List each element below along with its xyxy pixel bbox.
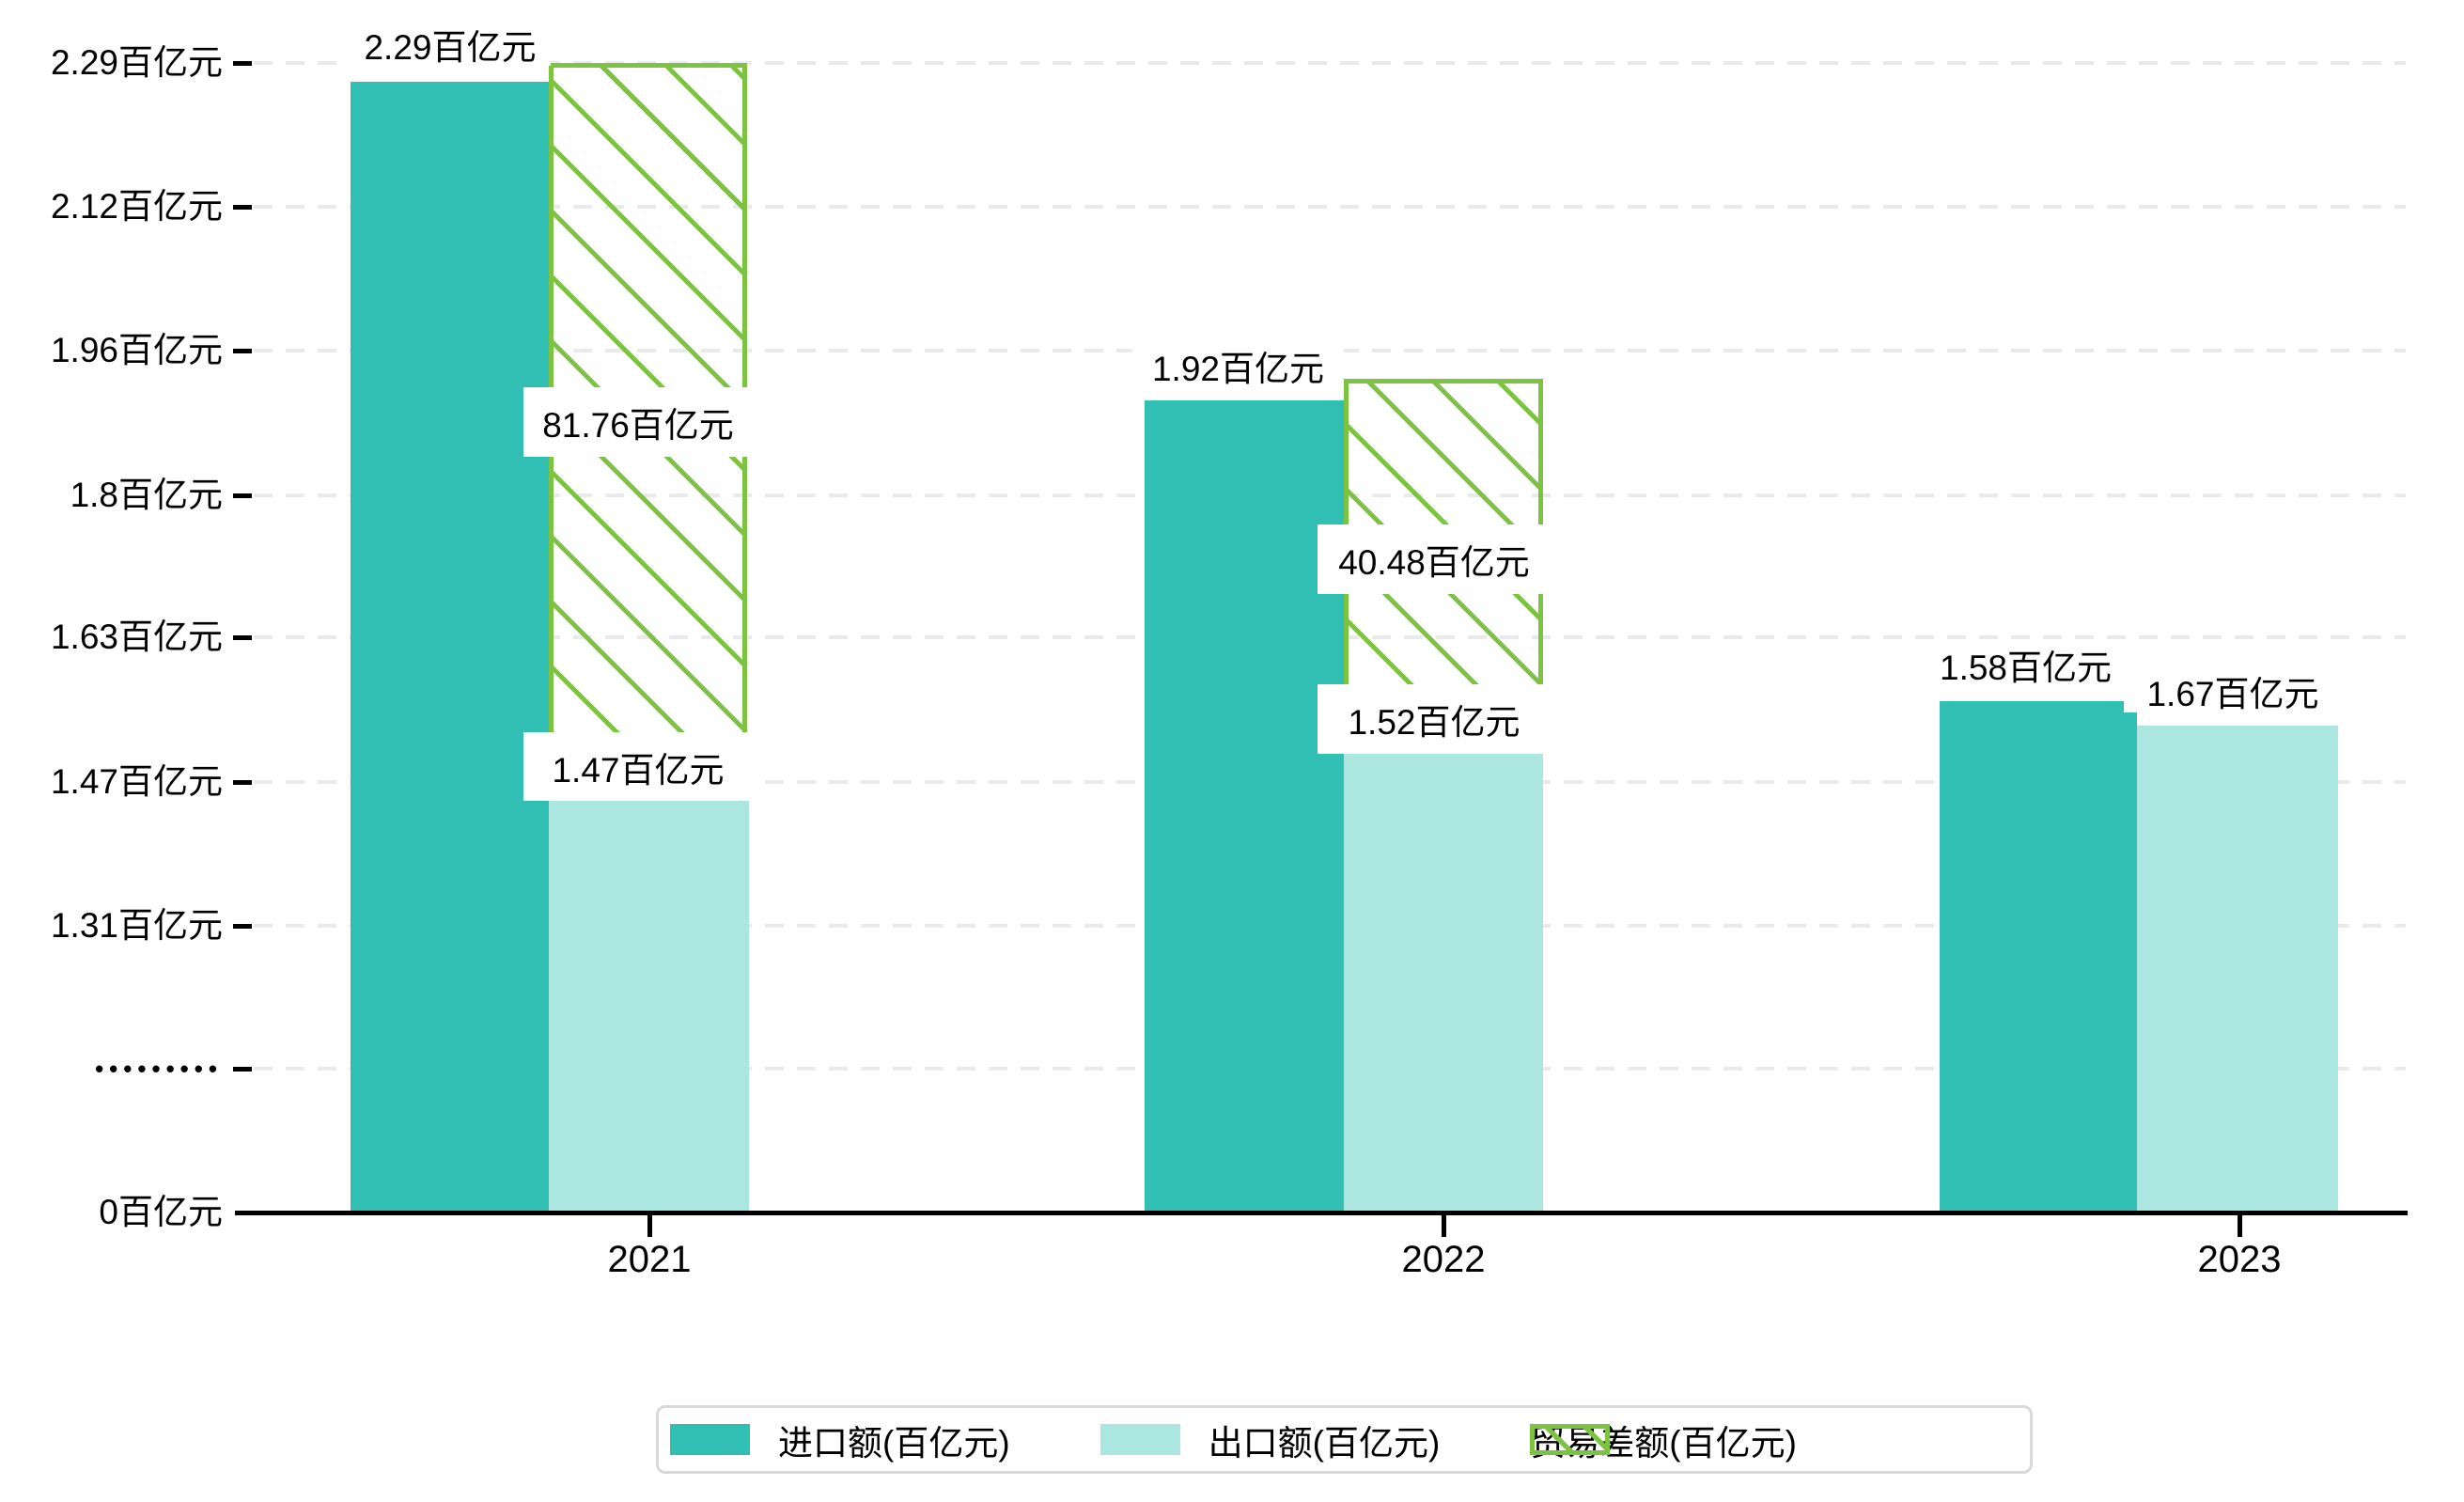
import-color-swatch-icon (670, 1424, 750, 1455)
gridline (254, 205, 2406, 209)
value-label-export-2022: 1.52百亿元 (1318, 684, 1551, 754)
y-axis-label: 1.63百亿元 (50, 618, 223, 656)
y-axis-label: 0百亿元 (99, 1193, 223, 1231)
legend-label-import: 进口额(百亿元) (778, 1423, 1010, 1463)
value-label-diff-2022: 40.48百亿元 (1318, 524, 1551, 594)
gridline (254, 61, 2406, 65)
value-label-import-2021: 2.29百亿元 (350, 23, 551, 67)
y-axis-label: 2.12百亿元 (50, 187, 223, 226)
y-axis-tick (233, 924, 252, 929)
value-label-export-2021: 1.47百亿元 (523, 732, 753, 801)
x-axis-tick (2238, 1214, 2242, 1237)
x-axis-line (235, 1211, 2408, 1215)
y-axis-tick (233, 61, 252, 66)
value-label-diff-2021: 81.76百亿元 (523, 387, 753, 457)
y-axis-tick (233, 493, 252, 498)
value-label-import-2022: 1.92百亿元 (1132, 344, 1344, 388)
value-label-export-2023: 1.67百亿元 (2124, 669, 2342, 713)
export-color-swatch-icon (1099, 1424, 1180, 1455)
y-axis-tick (233, 349, 252, 353)
bar-export-2022 (1344, 754, 1543, 1213)
x-axis-label-2023: 2023 (2197, 1239, 2282, 1280)
legend-item-import[interactable]: 进口额(百亿元) (670, 1415, 1010, 1465)
x-axis-label-2022: 2022 (1401, 1239, 1486, 1280)
bar-export-2023 (2137, 726, 2338, 1213)
trade-diff-hatch-swatch-icon (1530, 1424, 1611, 1455)
y-axis-label: 1.47百亿元 (50, 762, 223, 801)
x-axis-tick (1442, 1214, 1446, 1237)
y-axis-label: 1.31百亿元 (50, 906, 223, 945)
legend-item-export[interactable]: 出口额(百亿元) (1099, 1415, 1441, 1465)
y-axis-tick (233, 780, 252, 785)
y-axis-tick (233, 635, 252, 640)
y-axis-label: 2.29百亿元 (50, 43, 223, 82)
bar-import-2022 (1145, 400, 1344, 1213)
bar-import-2023 (1940, 701, 2137, 1213)
y-axis-tick (233, 205, 252, 210)
y-axis-tick (233, 1067, 252, 1072)
y-axis-label: 1.96百亿元 (50, 331, 223, 369)
x-axis-tick (647, 1214, 652, 1237)
bar-import-2021 (351, 82, 549, 1213)
legend: 进口额(百亿元) 出口额(百亿元) 贸易差额(百亿元) (656, 1405, 2033, 1474)
y-axis-label: 1.8百亿元 (70, 476, 223, 514)
x-axis-label-2021: 2021 (607, 1239, 692, 1280)
value-label-import-2023: 1.58百亿元 (1928, 643, 2137, 686)
axis-break-label: ••••••••• (95, 1055, 223, 1083)
bar-export-2021 (549, 801, 749, 1213)
legend-label-export: 出口额(百亿元) (1208, 1423, 1441, 1463)
legend-item-trade-diff[interactable]: 贸易差额(百亿元) (1530, 1415, 1797, 1465)
